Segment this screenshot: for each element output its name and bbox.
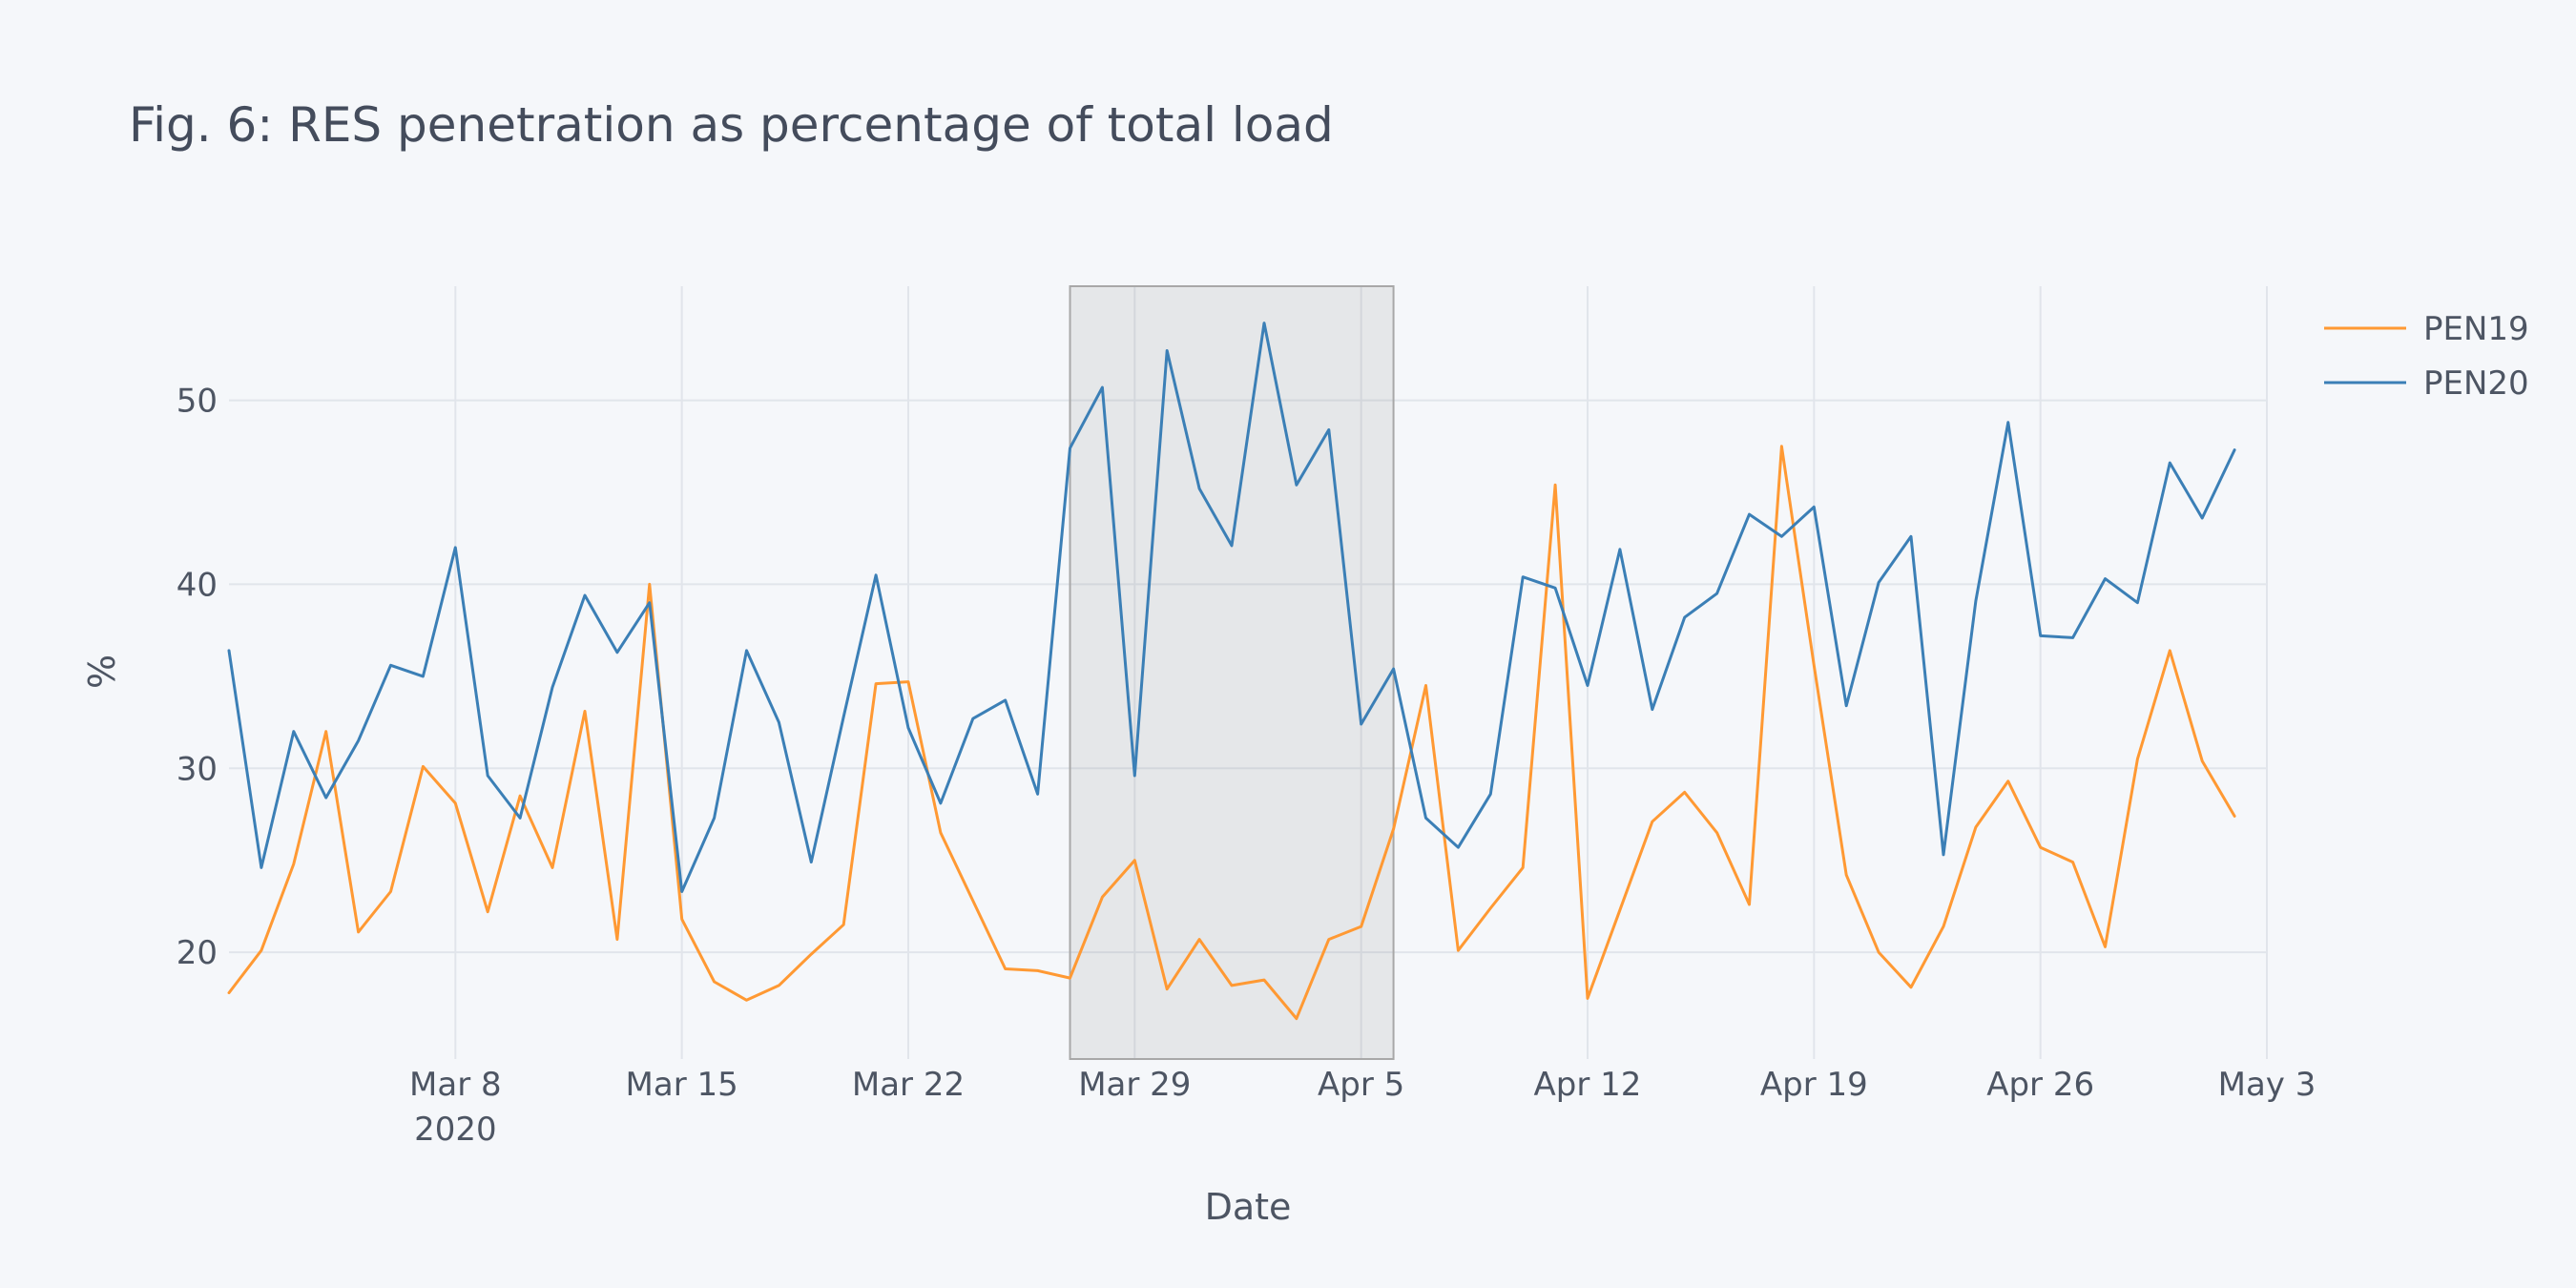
highlight-rect [1069,285,1395,1060]
legend-label-pen20: PEN20 [2423,364,2529,403]
grid [229,286,2268,1059]
x-tick-label: Apr 5 [1318,1066,1404,1104]
x-tick-label: Mar 22 [852,1066,965,1104]
highlight-region [1069,285,1395,1060]
y-tick-label: 40 [177,566,218,604]
y-tick-label: 30 [177,750,218,788]
y-axis: 20 30 40 50 [177,383,218,973]
x-tick-label: Apr 19 [1760,1066,1868,1104]
x-tick-label: Apr 26 [1986,1066,2094,1104]
x-tick-label: Mar 8 [409,1066,502,1104]
y-axis-title: % [81,654,123,689]
series-line-pen20 [227,322,2236,893]
y-tick-label: 50 [177,383,218,421]
legend[interactable]: PEN19 PEN20 [2324,310,2529,403]
x-axis-title: Date [1205,1186,1292,1228]
x-tick-label: Mar 29 [1078,1066,1191,1104]
y-tick-label: 20 [177,934,218,972]
series-line-pen19 [227,445,2236,1021]
x-tick-label: May 3 [2218,1066,2316,1104]
series-lines [227,322,2236,1021]
legend-label-pen19: PEN19 [2423,310,2529,348]
x-tick-year-label: 2020 [414,1111,497,1149]
x-tick-label: Apr 12 [1534,1066,1642,1104]
x-tick-label: Mar 15 [626,1066,738,1104]
chart-title: Fig. 6: RES penetration as percentage of… [129,97,1334,153]
x-axis: Mar 8 2020 Mar 15 Mar 22 Mar 29 Apr 5 Apr 12 Ap… [409,1066,2316,1149]
